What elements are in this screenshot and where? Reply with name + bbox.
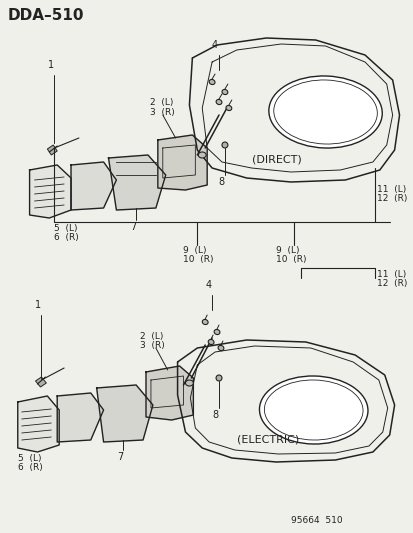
Text: 8: 8 xyxy=(217,177,223,187)
Ellipse shape xyxy=(216,100,221,104)
Ellipse shape xyxy=(259,376,367,444)
Text: 12  (R): 12 (R) xyxy=(376,194,406,203)
Text: 5  (L): 5 (L) xyxy=(18,454,41,463)
Polygon shape xyxy=(97,385,152,442)
Ellipse shape xyxy=(225,106,231,110)
Ellipse shape xyxy=(221,142,227,148)
Ellipse shape xyxy=(273,80,376,144)
Polygon shape xyxy=(71,162,116,210)
Polygon shape xyxy=(108,155,165,210)
Polygon shape xyxy=(157,135,206,190)
Polygon shape xyxy=(36,377,46,387)
Ellipse shape xyxy=(208,340,214,344)
Text: 1: 1 xyxy=(36,300,41,310)
Text: 3  (R): 3 (R) xyxy=(140,341,164,350)
Text: 95664  510: 95664 510 xyxy=(290,516,342,525)
Text: 1: 1 xyxy=(48,60,54,70)
Ellipse shape xyxy=(185,380,193,386)
Text: 11  (L): 11 (L) xyxy=(376,185,405,194)
Text: (DIRECT): (DIRECT) xyxy=(251,155,301,165)
Polygon shape xyxy=(57,393,103,442)
Text: 11  (L): 11 (L) xyxy=(376,270,405,279)
Ellipse shape xyxy=(218,345,223,351)
Ellipse shape xyxy=(268,76,381,148)
Ellipse shape xyxy=(216,375,221,381)
Ellipse shape xyxy=(264,380,362,440)
Text: 6  (R): 6 (R) xyxy=(18,463,43,472)
Polygon shape xyxy=(18,396,59,452)
Text: 12  (R): 12 (R) xyxy=(376,279,406,288)
Text: 10  (R): 10 (R) xyxy=(275,255,306,264)
Text: 4: 4 xyxy=(204,280,211,290)
Text: 2  (L): 2 (L) xyxy=(140,332,163,341)
Ellipse shape xyxy=(214,329,219,335)
Text: 7: 7 xyxy=(117,452,123,462)
Ellipse shape xyxy=(198,152,206,158)
Ellipse shape xyxy=(221,90,227,94)
Text: DDA–510: DDA–510 xyxy=(8,8,84,23)
Text: 9  (L): 9 (L) xyxy=(275,246,299,255)
Ellipse shape xyxy=(202,319,208,325)
Text: 3  (R): 3 (R) xyxy=(150,108,174,117)
Text: 8: 8 xyxy=(211,410,218,420)
Text: 2  (L): 2 (L) xyxy=(150,98,173,107)
Ellipse shape xyxy=(209,79,214,85)
Polygon shape xyxy=(47,145,57,155)
Text: 6  (R): 6 (R) xyxy=(54,233,79,242)
Polygon shape xyxy=(146,366,193,420)
Text: 10  (R): 10 (R) xyxy=(183,255,214,264)
Text: 5  (L): 5 (L) xyxy=(54,224,78,233)
Text: 7: 7 xyxy=(130,222,136,232)
Text: 4: 4 xyxy=(211,40,218,50)
Polygon shape xyxy=(29,165,71,218)
Text: 9  (L): 9 (L) xyxy=(183,246,206,255)
Text: (ELECTRIC): (ELECTRIC) xyxy=(236,435,298,445)
